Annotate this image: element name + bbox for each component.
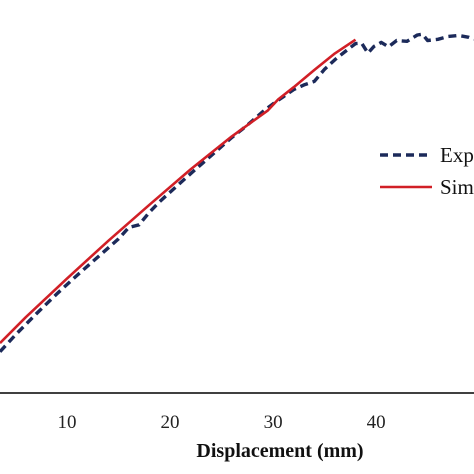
- x-axis-ticks: 102030405: [57, 412, 386, 433]
- legend-label-exp: Exp: [440, 143, 474, 167]
- x-tick-label: 40: [367, 412, 386, 433]
- series-line-exp: [0, 32, 474, 353]
- x-tick-label: 30: [264, 412, 283, 433]
- legend: Exp Sim: [380, 143, 474, 199]
- x-axis-title: Displacement (mm): [196, 440, 363, 462]
- x-tick-label: 10: [57, 412, 76, 433]
- plot-area: [0, 32, 474, 353]
- legend-label-sim: Sim: [440, 175, 474, 199]
- series-line-sim: [0, 38, 357, 345]
- x-tick-label: 20: [161, 412, 180, 433]
